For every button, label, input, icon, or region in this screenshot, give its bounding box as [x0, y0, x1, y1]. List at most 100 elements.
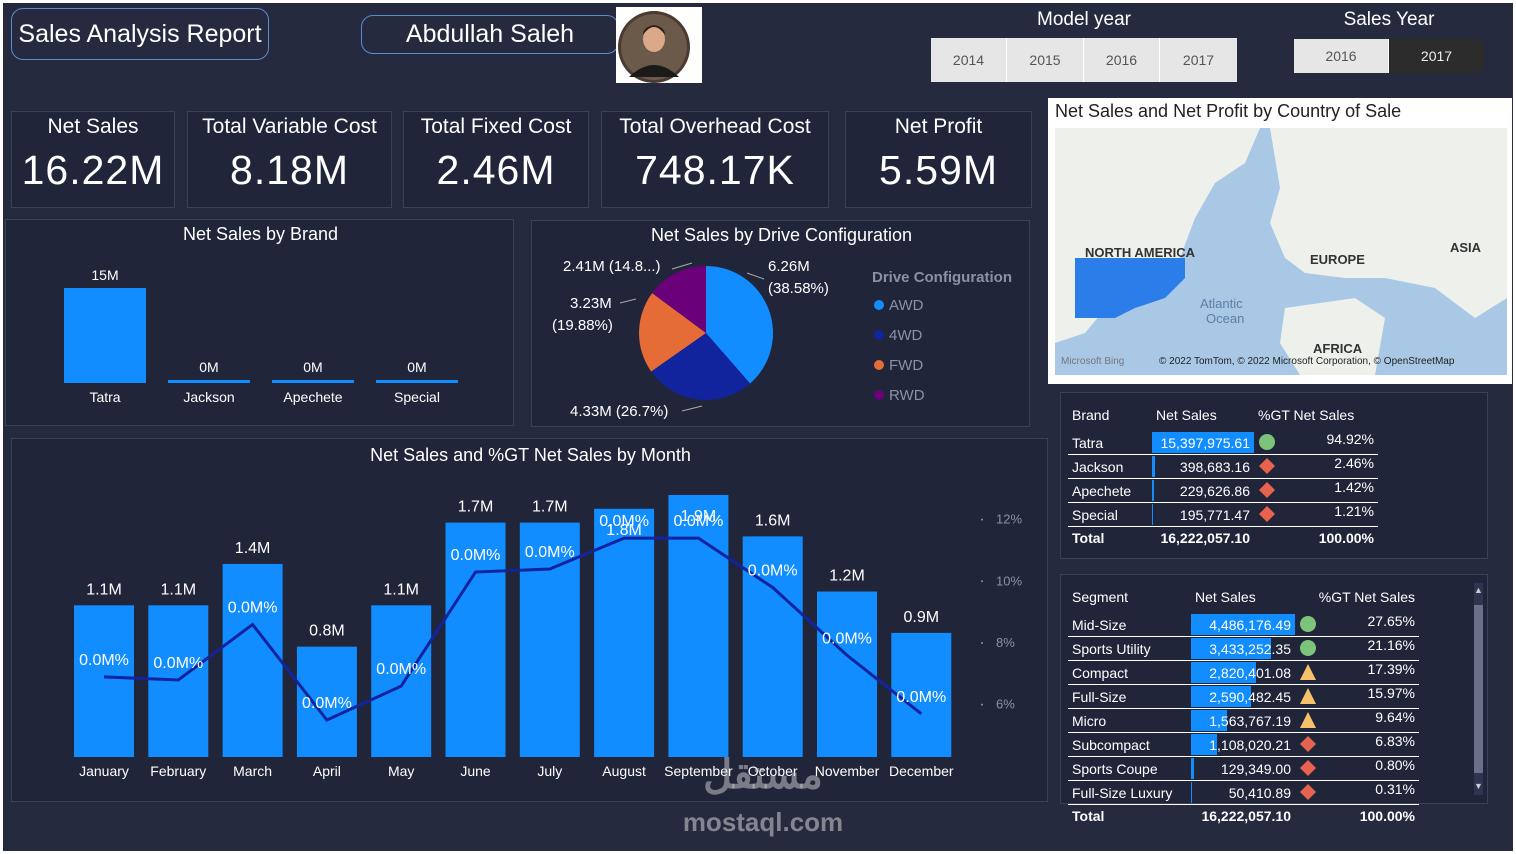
- table-row[interactable]: Subcompact 1,108,020.21 6.83%: [1068, 732, 1419, 757]
- map-label-africa: AFRICA: [1313, 341, 1363, 356]
- table-total-row: Total 16,222,057.10 100.00%: [1068, 805, 1419, 827]
- pie-label-4wd: 4.33M (26.7%): [570, 403, 669, 420]
- model-year-2017-button[interactable]: 2017: [1160, 38, 1237, 82]
- month-category-label: October: [748, 763, 798, 779]
- total-label: Total: [1072, 807, 1105, 824]
- col-header-net-sales[interactable]: Net Sales: [1195, 589, 1256, 605]
- pie-slice-4wd[interactable]: [651, 333, 751, 400]
- data-bar: [1152, 432, 1254, 453]
- sales-year-2016-button[interactable]: 2016: [1294, 39, 1389, 73]
- month-bar-label: 0.9M: [904, 609, 940, 626]
- table-row[interactable]: Special 195,771.47 1.21%: [1068, 502, 1378, 527]
- table-row[interactable]: Apechete 229,626.86 1.42%: [1068, 478, 1378, 503]
- legend-dot-icon: [874, 300, 884, 310]
- scroll-up-icon[interactable]: ▲: [1474, 585, 1483, 595]
- legend-item-rwd[interactable]: RWD: [874, 380, 925, 410]
- month-bar[interactable]: [371, 605, 432, 757]
- legend-dot-icon: [874, 330, 884, 340]
- pct-line-label: 0.0M%: [525, 544, 575, 561]
- legend-dot-icon: [874, 390, 884, 400]
- month-bar[interactable]: [445, 522, 506, 757]
- pct-line-label: 0.0M%: [896, 689, 946, 706]
- row-pct: 1.21%: [1254, 502, 1378, 527]
- table-row[interactable]: Full-Size Luxury 50,410.89 0.31%: [1068, 780, 1419, 805]
- row-label: Micro: [1068, 708, 1191, 733]
- table-row[interactable]: Jackson 398,683.16 2.46%: [1068, 454, 1378, 479]
- kpi-card-net-profit: Net Profit 5.59M: [845, 111, 1032, 208]
- table-row[interactable]: Sports Coupe 129,349.00 0.80%: [1068, 756, 1419, 781]
- col-header-brand[interactable]: Brand: [1072, 407, 1110, 423]
- drive-legend: AWD 4WD FWD RWD: [874, 290, 925, 410]
- row-net-sales: 229,626.86: [1152, 478, 1254, 503]
- pie-leader-line: [746, 272, 765, 280]
- month-bar[interactable]: [296, 646, 357, 757]
- table-row[interactable]: Sports Utility 3,433,252.35 21.16%: [1068, 636, 1419, 661]
- kpi-status-icon: [1258, 505, 1276, 526]
- pie-label-rwd: 2.41M (14.8...): [563, 258, 661, 275]
- legend-item-awd[interactable]: AWD: [874, 290, 925, 320]
- table-row[interactable]: Full-Size 2,590,482.45 15.97%: [1068, 684, 1419, 709]
- month-category-label: June: [460, 763, 491, 779]
- y2-tick-label: 8%: [996, 635, 1015, 650]
- map-credits[interactable]: © 2022 TomTom, © 2022 Microsoft Corporat…: [1159, 356, 1455, 367]
- y2-tick-label: 6%: [996, 697, 1015, 712]
- row-pct: 15.97%: [1295, 684, 1419, 709]
- y2-tick-mark: [981, 703, 983, 706]
- model-year-2016-button[interactable]: 2016: [1084, 38, 1160, 82]
- month-bar[interactable]: [594, 508, 655, 757]
- month-bar[interactable]: [74, 605, 134, 757]
- kpi-value: 2.46M: [436, 147, 556, 193]
- kpi-card-total-overhead-cost: Total Overhead Cost 748.17K: [601, 111, 829, 208]
- sales-year-title: Sales Year: [1343, 9, 1435, 30]
- scroll-down-icon[interactable]: ▼: [1474, 781, 1483, 791]
- pie-slice-rwd[interactable]: [652, 266, 706, 333]
- pie-slice-fwd[interactable]: [639, 293, 706, 372]
- legend-item-4wd[interactable]: 4WD: [874, 320, 925, 350]
- red-diamond-icon: [1259, 458, 1275, 474]
- brand-bar[interactable]: [168, 380, 250, 383]
- data-bar: [1191, 782, 1193, 803]
- brand-bar[interactable]: [64, 288, 146, 383]
- pie-label-awd-pct: (38.58%): [768, 280, 829, 297]
- table-row[interactable]: Mid-Size 4,486,176.49 27.65%: [1068, 613, 1419, 637]
- col-header-gt-net-sales[interactable]: %GT Net Sales: [1258, 407, 1355, 423]
- pct-line[interactable]: [103, 536, 923, 722]
- model-year-2014-button[interactable]: 2014: [931, 38, 1007, 82]
- col-header-gt-net-sales[interactable]: %GT Net Sales: [1318, 589, 1415, 605]
- sales-year-2017-button[interactable]: 2017: [1389, 39, 1484, 73]
- row-label: Subcompact: [1068, 732, 1191, 757]
- total-pct: 100.00%: [1359, 807, 1415, 824]
- brand-bar-label: 0M: [407, 359, 426, 375]
- brand-bar[interactable]: [376, 380, 458, 383]
- pct-line-label: 0.0M%: [748, 562, 798, 579]
- row-pct: 0.31%: [1295, 780, 1419, 805]
- map-visual: Net Sales and Net Profit by Country of S…: [1048, 98, 1512, 384]
- month-bar[interactable]: [668, 495, 729, 757]
- table-header: Brand Net Sales %GT Net Sales: [1068, 399, 1378, 431]
- brand-category-label: Jackson: [183, 389, 234, 405]
- col-header-segment[interactable]: Segment: [1072, 589, 1129, 605]
- table-row[interactable]: Compact 2,820,401.08 17.39%: [1068, 660, 1419, 685]
- month-bar[interactable]: [222, 563, 283, 757]
- model-year-2015-button[interactable]: 2015: [1007, 38, 1084, 82]
- row-label: Tatra: [1068, 431, 1152, 455]
- pie-slice-awd[interactable]: [706, 266, 773, 384]
- segment-scrollbar[interactable]: ▲ ▼: [1474, 583, 1483, 795]
- scrollbar-thumb[interactable]: [1474, 605, 1483, 773]
- brand-bar[interactable]: [272, 380, 354, 383]
- table-row[interactable]: Micro 1,563,767.19 9.64%: [1068, 708, 1419, 733]
- month-bar[interactable]: [891, 632, 952, 757]
- kpi-card-total-variable-cost: Total Variable Cost 8.18M: [187, 111, 392, 208]
- month-bar[interactable]: [817, 591, 877, 757]
- net-sales-value: 2,590,482.45: [1209, 688, 1291, 705]
- model-year-slicer: 2014 2015 2016 2017: [931, 38, 1237, 82]
- table-row[interactable]: Tatra 15,397,975.61 94.92%: [1068, 431, 1378, 455]
- col-header-net-sales[interactable]: Net Sales: [1156, 407, 1217, 423]
- map-canvas[interactable]: NORTH AMERICA EUROPE ASIA AFRICA Atlanti…: [1055, 128, 1507, 375]
- legend-item-fwd[interactable]: FWD: [874, 350, 925, 380]
- row-net-sales: 3,433,252.35: [1191, 636, 1295, 661]
- map-label-ocean: Ocean: [1206, 311, 1245, 326]
- row-label: Special: [1068, 502, 1152, 527]
- pct-value: 2.46%: [1334, 455, 1374, 471]
- row-net-sales: 2,820,401.08: [1191, 660, 1295, 685]
